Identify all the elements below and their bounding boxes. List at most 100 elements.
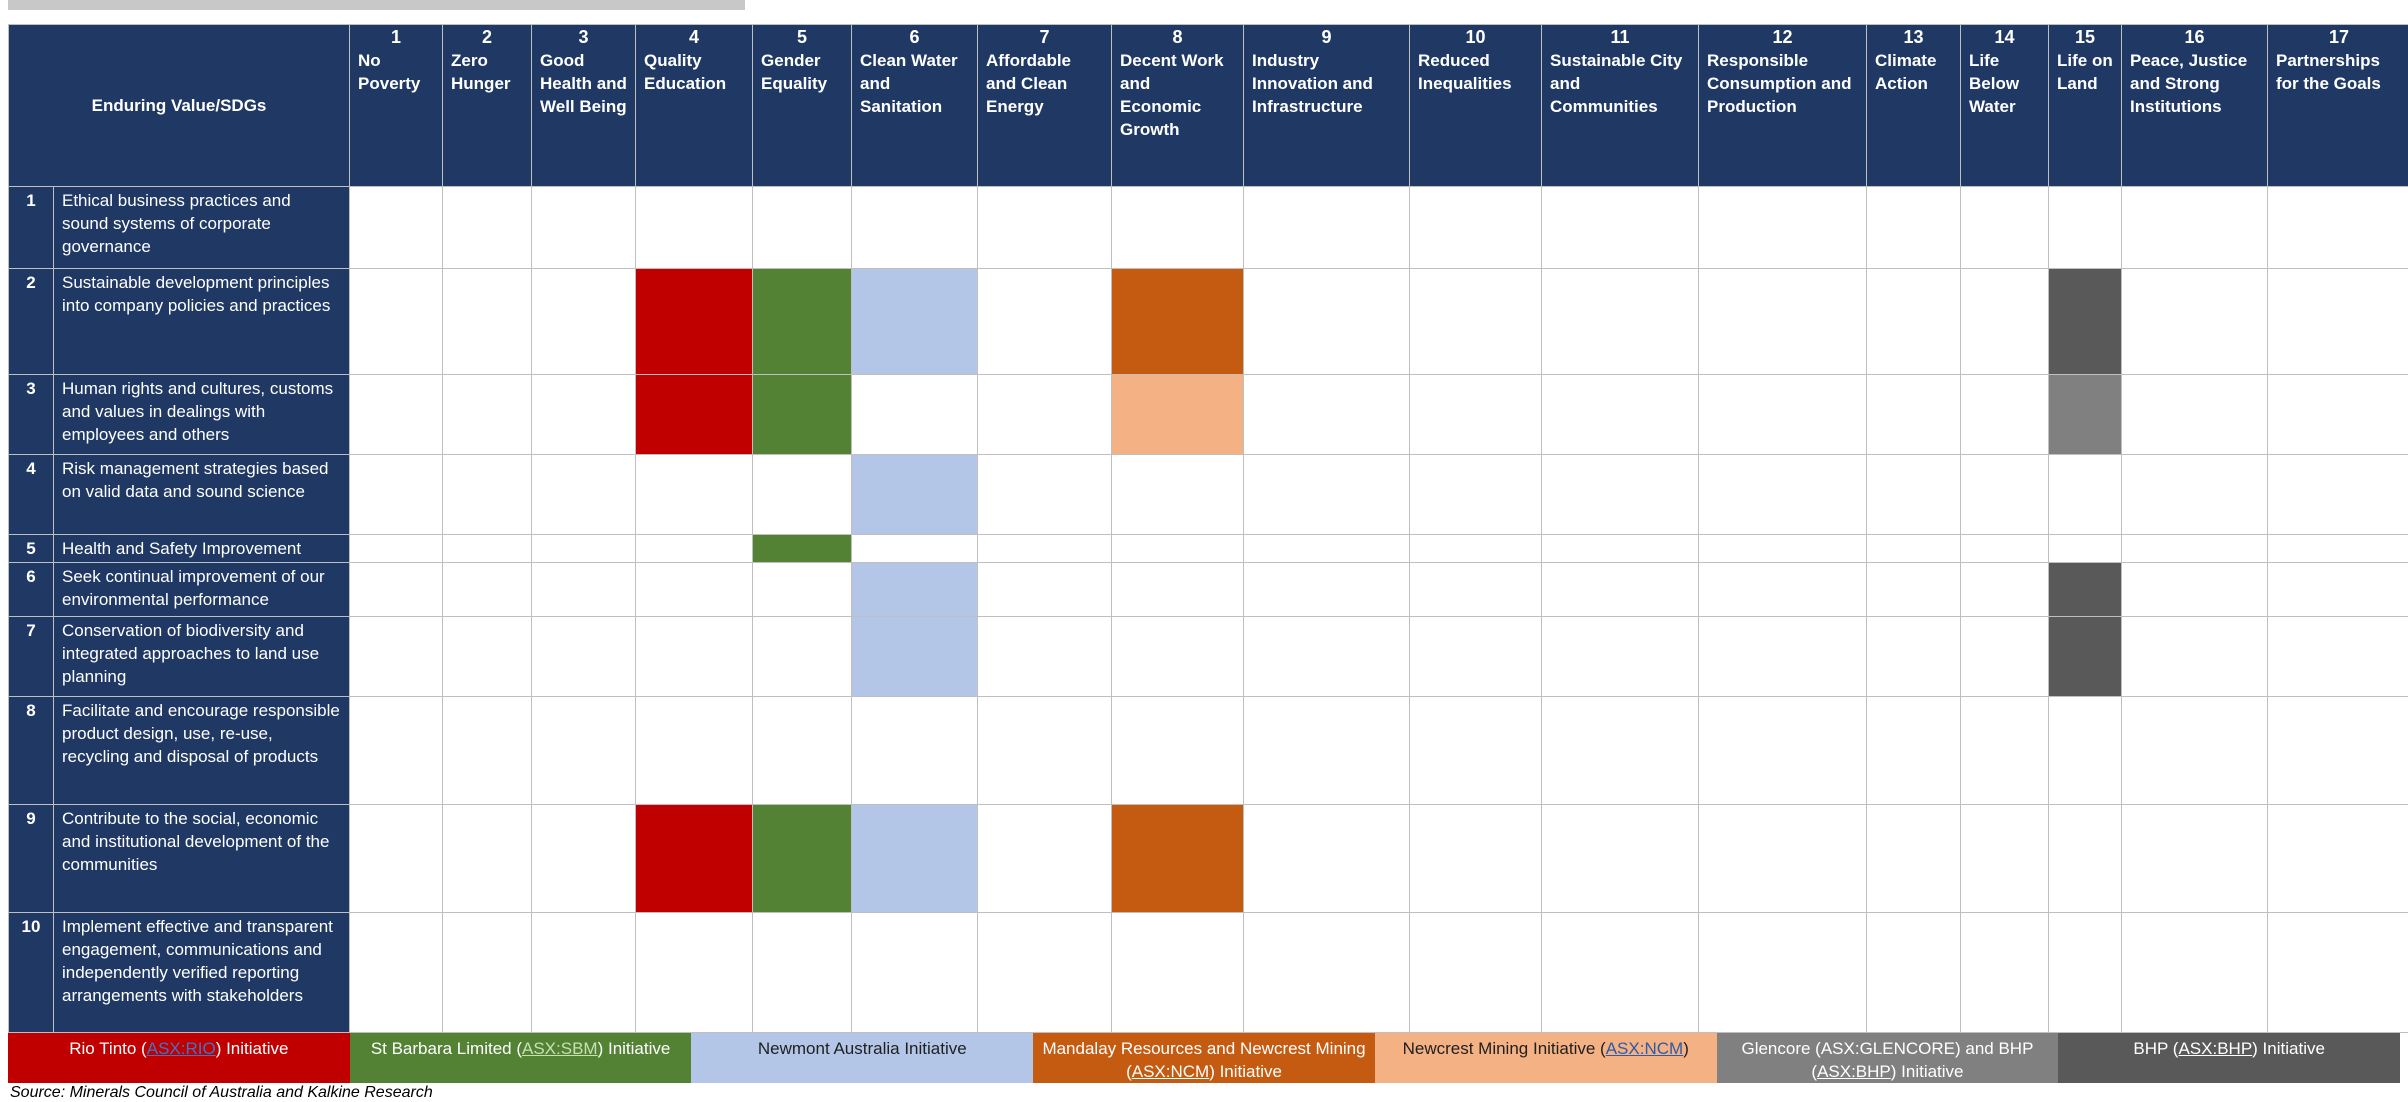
legend-text: Newmont Australia Initiative — [758, 1039, 967, 1058]
empty-cell — [2268, 697, 2408, 805]
empty-cell — [852, 535, 978, 563]
sdg-number: 16 — [2122, 25, 2267, 49]
empty-cell — [1867, 187, 1961, 269]
empty-cell — [1699, 805, 1867, 913]
empty-cell — [350, 535, 443, 563]
empty-cell — [1867, 269, 1961, 375]
corner-label: Enduring Value/SDGs — [9, 25, 350, 187]
ticker-link[interactable]: ASX:NCM — [1606, 1039, 1683, 1058]
sdg-number: 4 — [636, 25, 752, 49]
empty-cell — [443, 913, 532, 1033]
empty-cell — [1244, 187, 1410, 269]
sdg-number: 2 — [443, 25, 531, 49]
legend-text: ) Initiative — [1209, 1062, 1282, 1081]
empty-cell — [1244, 563, 1410, 617]
legend-item-blue: Newmont Australia Initiative — [691, 1033, 1033, 1083]
empty-cell — [852, 187, 978, 269]
empty-cell — [852, 697, 978, 805]
empty-cell — [636, 697, 753, 805]
empty-cell — [1244, 535, 1410, 563]
empty-cell — [1867, 697, 1961, 805]
ticker-link[interactable]: ASX:SBM — [522, 1039, 598, 1058]
empty-cell — [2122, 617, 2268, 697]
sdg-number: 13 — [1867, 25, 1960, 49]
legend-item-orange: Mandalay Resources and Newcrest Mining (… — [1033, 1033, 1375, 1083]
sdg-number: 10 — [1410, 25, 1541, 49]
initiative-cell-red — [636, 269, 753, 375]
sdg-name: Decent Work and Economic Growth — [1112, 49, 1243, 141]
empty-cell — [753, 455, 852, 535]
empty-cell — [636, 455, 753, 535]
empty-cell — [532, 697, 636, 805]
empty-cell — [1410, 375, 1542, 455]
empty-cell — [1699, 913, 1867, 1033]
row-number: 5 — [9, 535, 54, 563]
empty-cell — [978, 913, 1112, 1033]
ticker-link[interactable]: ASX:BHP — [1817, 1062, 1891, 1081]
empty-cell — [1699, 375, 1867, 455]
empty-cell — [636, 535, 753, 563]
initiative-cell-blue — [852, 455, 978, 535]
empty-cell — [753, 187, 852, 269]
sdg-name: Affordable and Clean Energy — [978, 49, 1111, 118]
empty-cell — [636, 563, 753, 617]
sdg-name: Clean Water and Sanitation — [852, 49, 977, 118]
ticker-link[interactable]: ASX:RIO — [147, 1039, 216, 1058]
enduring-value-label: Sustainable development principles into … — [54, 269, 350, 375]
initiative-cell-blue — [852, 563, 978, 617]
ticker-link[interactable]: ASX:NCM — [1132, 1062, 1209, 1081]
empty-cell — [1410, 617, 1542, 697]
empty-cell — [1542, 563, 1699, 617]
legend-item-red: Rio Tinto (ASX:RIO) Initiative — [8, 1033, 350, 1083]
empty-cell — [1542, 617, 1699, 697]
empty-cell — [753, 697, 852, 805]
initiative-cell-green — [753, 805, 852, 913]
empty-cell — [1244, 269, 1410, 375]
empty-cell — [1112, 913, 1244, 1033]
empty-cell — [1699, 617, 1867, 697]
empty-cell — [1542, 697, 1699, 805]
empty-cell — [978, 805, 1112, 913]
sdg-name: Quality Education — [636, 49, 752, 95]
legend-text: St Barbara Limited ( — [371, 1039, 522, 1058]
ticker-link[interactable]: ASX:BHP — [2178, 1039, 2252, 1058]
empty-cell — [532, 563, 636, 617]
empty-cell — [532, 535, 636, 563]
initiative-cell-green — [753, 375, 852, 455]
initiative-cell-green — [753, 269, 852, 375]
sdg-name: Good Health and Well Being — [532, 49, 635, 118]
empty-cell — [1867, 913, 1961, 1033]
sdg-name: Climate Action — [1867, 49, 1960, 95]
empty-cell — [1961, 617, 2049, 697]
sdg-number: 8 — [1112, 25, 1243, 49]
empty-cell — [1542, 269, 1699, 375]
initiative-cell-orange — [1112, 269, 1244, 375]
sdg-number: 17 — [2268, 25, 2408, 49]
empty-cell — [1961, 269, 2049, 375]
empty-cell — [1112, 535, 1244, 563]
empty-cell — [753, 913, 852, 1033]
sdg-number: 5 — [753, 25, 851, 49]
empty-cell — [1699, 535, 1867, 563]
enduring-value-label: Risk management strategies based on vali… — [54, 455, 350, 535]
empty-cell — [2268, 535, 2408, 563]
row-number: 2 — [9, 269, 54, 375]
empty-cell — [978, 535, 1112, 563]
empty-cell — [1542, 455, 1699, 535]
empty-cell — [1244, 697, 1410, 805]
